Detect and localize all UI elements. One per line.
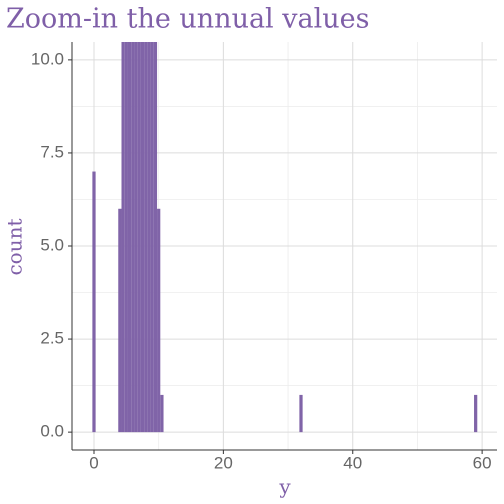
bars	[92, 42, 478, 433]
bar	[150, 42, 154, 433]
bar	[144, 42, 148, 433]
x-axis-title: y	[278, 475, 291, 499]
bar	[157, 208, 161, 433]
bar	[131, 42, 135, 433]
chart-title: Zoom-in the unnual values	[6, 4, 370, 35]
bar	[147, 42, 151, 433]
y-axis-title: count	[3, 218, 27, 275]
bar	[160, 394, 164, 433]
bar	[299, 394, 303, 433]
x-tick-label: 20	[214, 453, 233, 472]
y-tick-label: 7.5	[40, 142, 64, 161]
y-tick-label: 5.0	[40, 235, 64, 254]
bar	[118, 208, 122, 433]
y-tick-label: 10.0	[31, 49, 64, 68]
x-tick-label: 0	[89, 453, 98, 472]
bar	[153, 42, 158, 433]
bar	[127, 42, 132, 433]
bar	[124, 42, 128, 433]
y-tick-label: 2.5	[40, 329, 64, 348]
bar	[121, 42, 125, 433]
x-tick-label: 60	[473, 453, 492, 472]
x-tick-label: 40	[343, 453, 362, 472]
bar	[137, 42, 141, 433]
bar	[92, 171, 96, 433]
bar	[134, 42, 138, 433]
y-tick-label: 0.0	[40, 422, 64, 441]
bar	[140, 42, 145, 433]
bar	[474, 394, 478, 433]
